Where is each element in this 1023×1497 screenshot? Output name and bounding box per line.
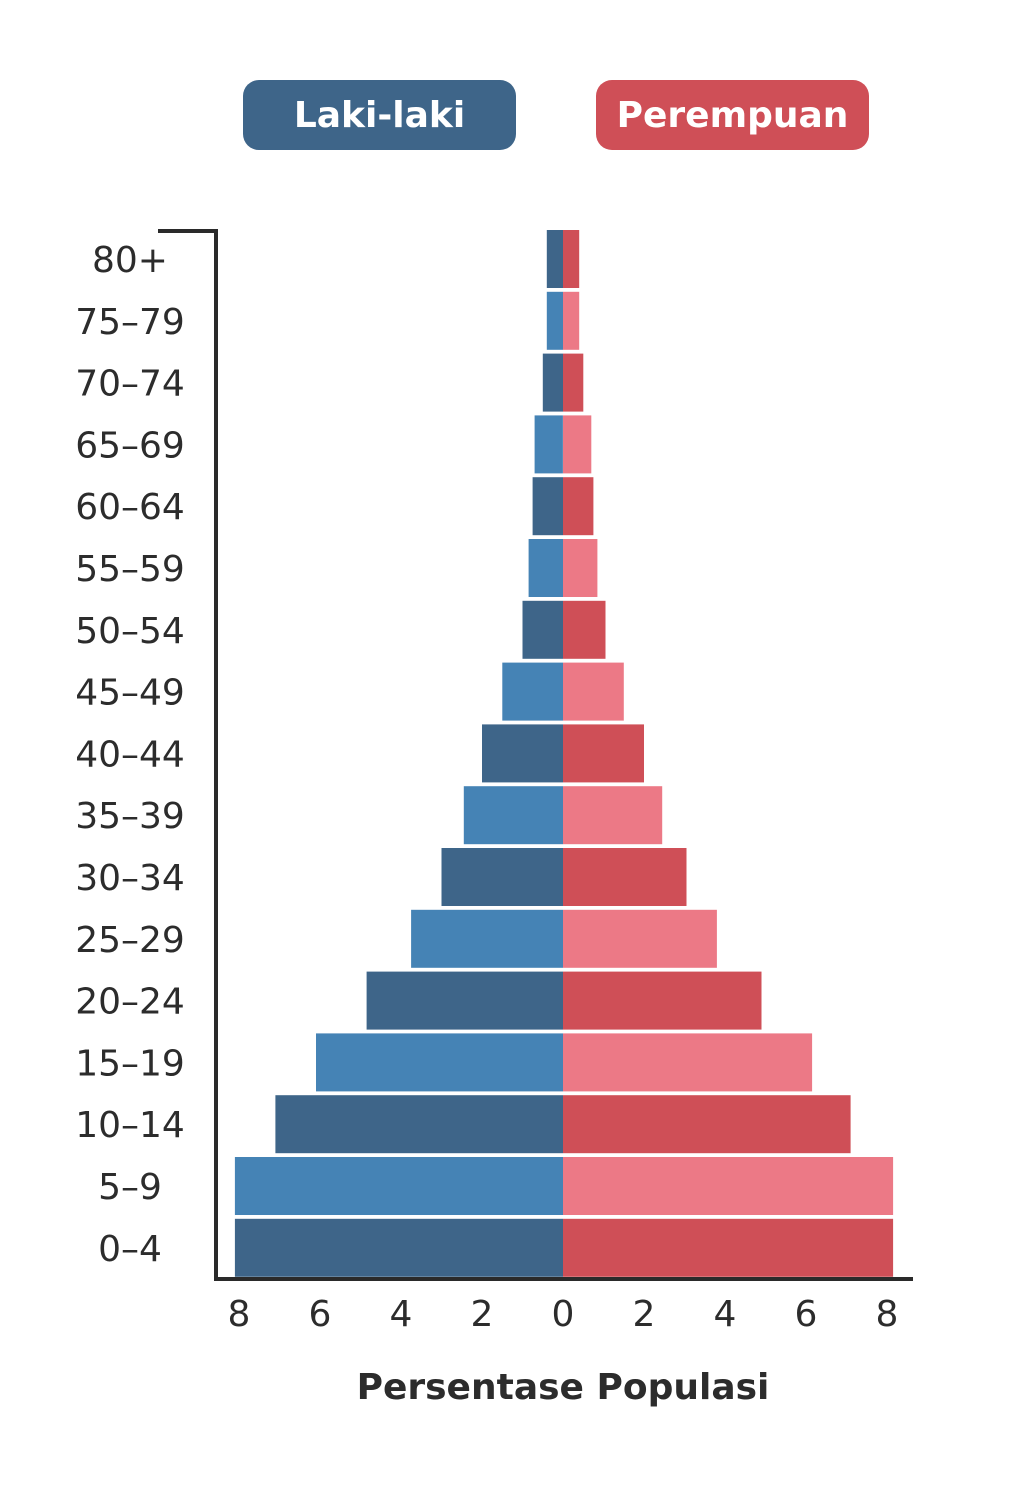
bars-group bbox=[234, 230, 894, 1277]
bar-female-15-19 bbox=[563, 1033, 813, 1092]
bar-female-65-69 bbox=[563, 415, 592, 474]
age-label-75-79: 75–79 bbox=[75, 302, 185, 343]
x-tick-label: 6 bbox=[309, 1294, 332, 1335]
age-label-10-14: 10–14 bbox=[75, 1105, 185, 1146]
bar-female-45-49 bbox=[563, 662, 624, 721]
x-axis-title: Persentase Populasi bbox=[357, 1367, 770, 1408]
bar-female-0-4 bbox=[563, 1218, 894, 1277]
legend-female: Perempuan bbox=[596, 80, 869, 150]
age-label-80+: 80+ bbox=[92, 240, 168, 281]
age-label-40-44: 40–44 bbox=[75, 734, 185, 775]
age-label-65-69: 65–69 bbox=[75, 425, 185, 466]
age-label-50-54: 50–54 bbox=[75, 611, 185, 652]
bar-female-60-64 bbox=[563, 477, 594, 536]
x-tick-label: 0 bbox=[552, 1294, 575, 1335]
bar-male-5-9 bbox=[234, 1157, 563, 1215]
x-tick-label: 4 bbox=[714, 1294, 737, 1335]
bar-female-55-59 bbox=[563, 539, 598, 597]
age-label-5-9: 5–9 bbox=[98, 1167, 162, 1208]
bar-male-55-59 bbox=[528, 539, 563, 597]
bar-male-65-69 bbox=[534, 415, 563, 474]
bar-male-20-24 bbox=[366, 971, 563, 1030]
x-tick-label: 8 bbox=[876, 1294, 899, 1335]
bar-male-45-49 bbox=[502, 662, 564, 721]
axis-frame bbox=[158, 229, 913, 1281]
bar-male-10-14 bbox=[275, 1095, 563, 1154]
x-tick-label: 8 bbox=[228, 1294, 251, 1335]
bar-female-80+ bbox=[563, 230, 580, 288]
bar-male-80+ bbox=[546, 230, 563, 288]
bar-female-50-54 bbox=[563, 600, 606, 659]
bar-male-0-4 bbox=[234, 1218, 563, 1277]
bar-male-30-34 bbox=[441, 848, 563, 906]
x-tick-label: 4 bbox=[390, 1294, 413, 1335]
x-ticks-group: 8 6 4 2 0 2 4 6 8 bbox=[228, 1294, 899, 1335]
bar-female-25-29 bbox=[563, 909, 717, 968]
age-label-20-24: 20–24 bbox=[75, 982, 185, 1023]
bar-female-35-39 bbox=[563, 786, 663, 845]
age-label-60-64: 60–64 bbox=[75, 487, 185, 528]
x-tick-label: 2 bbox=[633, 1294, 656, 1335]
bar-male-35-39 bbox=[463, 786, 563, 845]
legend-male: Laki-laki bbox=[243, 80, 516, 150]
bar-female-20-24 bbox=[563, 971, 762, 1030]
age-label-30-34: 30–34 bbox=[75, 858, 185, 899]
bar-male-15-19 bbox=[316, 1033, 563, 1092]
age-label-0-4: 0–4 bbox=[98, 1229, 162, 1270]
bar-female-10-14 bbox=[563, 1095, 851, 1154]
bar-male-60-64 bbox=[532, 477, 563, 536]
age-label-45-49: 45–49 bbox=[75, 673, 185, 714]
bar-male-40-44 bbox=[482, 724, 563, 783]
bar-female-70-74 bbox=[563, 353, 584, 412]
age-labels-group: 80+ 75–79 70–74 65–69 60–64 55–59 50–54 45–49 40… bbox=[75, 240, 185, 1270]
bar-male-75-79 bbox=[546, 291, 563, 350]
age-label-35-39: 35–39 bbox=[75, 796, 185, 837]
age-label-25-29: 25–29 bbox=[75, 920, 185, 961]
age-label-70-74: 70–74 bbox=[75, 364, 185, 405]
bar-male-25-29 bbox=[411, 909, 563, 968]
age-label-15-19: 15–19 bbox=[75, 1043, 185, 1084]
bar-female-5-9 bbox=[563, 1157, 894, 1215]
bar-female-30-34 bbox=[563, 848, 687, 906]
bar-female-40-44 bbox=[563, 724, 644, 783]
age-label-55-59: 55–59 bbox=[75, 549, 185, 590]
bar-male-50-54 bbox=[522, 600, 563, 659]
bar-male-70-74 bbox=[542, 353, 564, 412]
bar-female-75-79 bbox=[563, 291, 580, 350]
x-tick-label: 6 bbox=[795, 1294, 818, 1335]
x-tick-label: 2 bbox=[471, 1294, 494, 1335]
